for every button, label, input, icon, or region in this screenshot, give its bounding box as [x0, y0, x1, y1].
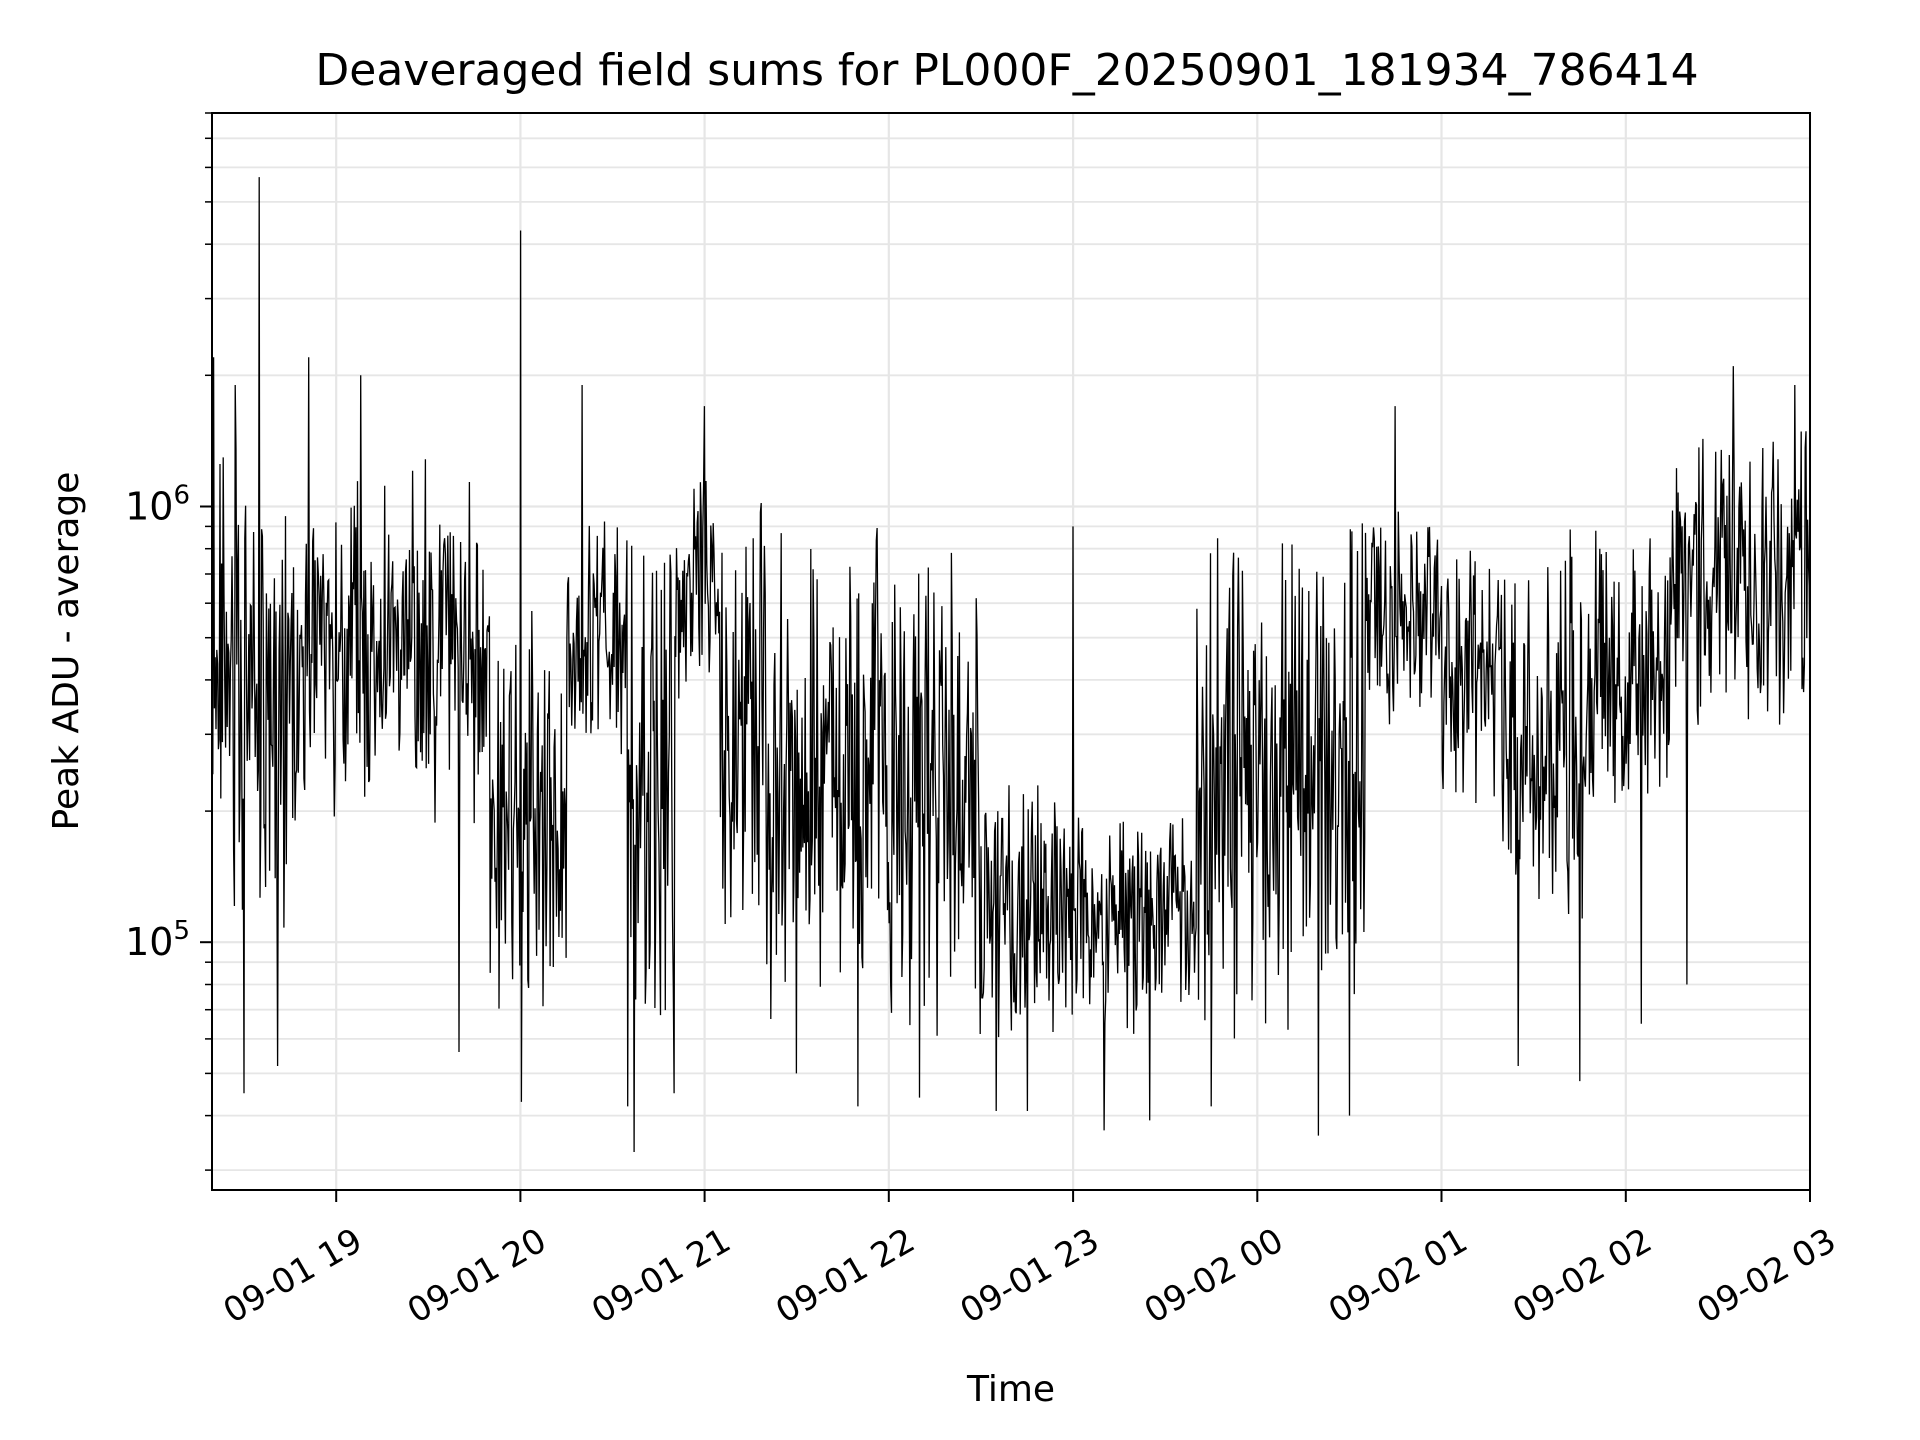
y-tick-base: 10: [125, 920, 173, 964]
y-axis-label: Peak ADU - average: [46, 472, 87, 831]
y-tick-label: 106: [125, 481, 190, 529]
x-axis-label: Time: [966, 1369, 1055, 1410]
plot-frame: [211, 112, 1811, 1191]
series-line: [211, 177, 1811, 1153]
y-tick-exponent: 5: [173, 916, 190, 946]
chart-title: Deaveraged field sums for PL000F_2025090…: [315, 45, 1698, 96]
plot-area: [211, 177, 1811, 1153]
y-tick-exponent: 6: [173, 481, 190, 511]
y-tick-label: 105: [125, 916, 190, 964]
y-tick-base: 10: [125, 485, 173, 529]
grid: [212, 112, 1812, 1190]
